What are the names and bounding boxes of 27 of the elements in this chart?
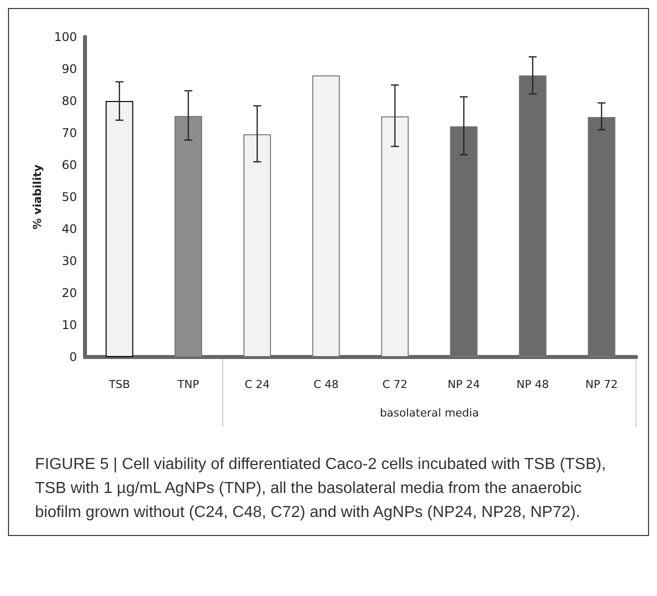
y-tick-label: 70 — [62, 126, 77, 140]
x-tick-label: C 72 — [382, 378, 408, 391]
x-tick-label: TNP — [176, 378, 200, 391]
bar — [243, 134, 271, 357]
caption: FIGURE 5 | Cell viability of differentiated Caco-2 cells incubated with TSB (TSB), TSB with 1 µg/mL AgNPs (TNP), all the basolateral media from the anaerobic biofilm grown without (C24, C48, C72) and with AgNPs (NP24, NP28, NP72). — [34, 455, 607, 523]
x-tick-label: C 48 — [313, 378, 339, 391]
y-tick-label: 50 — [62, 190, 77, 204]
bar — [381, 116, 409, 357]
y-tick-label: 80 — [62, 94, 77, 108]
y-tick-label: 60 — [62, 158, 77, 172]
bar — [174, 116, 202, 357]
bar — [106, 101, 134, 357]
x-tick-label: NP 48 — [516, 378, 549, 391]
x-tick-label: TSB — [108, 378, 130, 391]
y-tick-label: 90 — [62, 62, 77, 76]
y-tick-label: 20 — [62, 286, 77, 300]
y-tick-label: 100 — [54, 30, 77, 44]
text: basolateral media — [380, 406, 479, 420]
bar — [312, 75, 340, 357]
y-axis-title: % viability — [31, 164, 44, 230]
y-tick-label: 40 — [62, 222, 77, 236]
x-tick-label: C 24 — [244, 378, 270, 391]
y-tick-label: 30 — [62, 254, 77, 268]
x-tick-label: NP 72 — [585, 378, 618, 391]
y-tick-label: 0 — [69, 350, 77, 364]
y-tick-label: 10 — [62, 318, 77, 332]
x-tick-label: NP 24 — [448, 378, 480, 391]
